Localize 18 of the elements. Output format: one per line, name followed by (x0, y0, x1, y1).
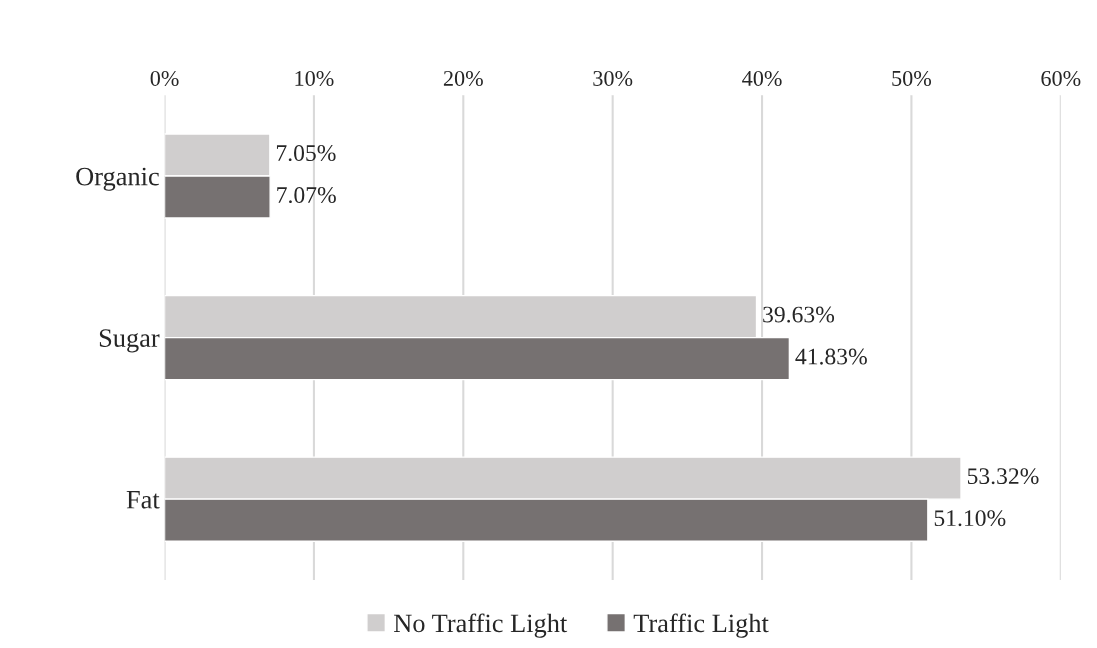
x-tick-label: 40% (742, 70, 782, 86)
data-label: 51.10% (934, 510, 1006, 527)
x-tick-label: 50% (892, 70, 932, 86)
data-label: 53.32% (967, 468, 1039, 485)
y-tick-label: Organic (76, 167, 159, 191)
x-tick-label: 30% (593, 70, 633, 86)
y-tick-label: Sugar (99, 329, 160, 353)
x-tick-label: 60% (1041, 70, 1081, 86)
data-label: 41.83% (795, 348, 867, 365)
x-tick-label: 10% (295, 70, 334, 86)
legend-label: No Traffic Light (394, 613, 568, 638)
y-tick-label: Fat (126, 491, 160, 509)
data-label: 7.05% (276, 145, 336, 162)
data-label: 39.63% (763, 306, 835, 323)
x-tick-label: 0% (150, 70, 179, 86)
data-label: 7.07% (277, 187, 336, 204)
x-tick-label: 20% (443, 70, 483, 86)
legend-label: Traffic Light (633, 613, 769, 638)
